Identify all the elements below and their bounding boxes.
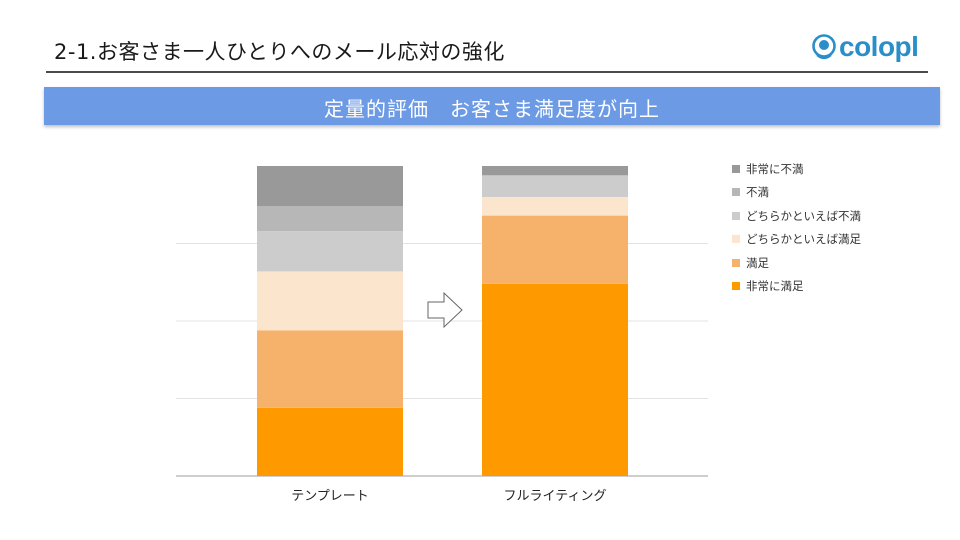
colopl-logo-icon: [812, 34, 836, 60]
bar-segment: [482, 166, 628, 176]
legend-item: 非常に不満: [732, 157, 861, 181]
x-tick-label: フルライティング: [504, 489, 607, 504]
legend-swatch: [732, 258, 740, 267]
legend-swatch: [732, 235, 740, 244]
bar-segment: [482, 215, 628, 284]
bar-segment: [257, 407, 403, 476]
legend-item: 満足: [732, 251, 861, 275]
legend-label: 非常に不満: [746, 161, 804, 176]
legend-swatch: [732, 188, 740, 197]
x-tick-label: テンプレート: [291, 489, 369, 504]
legend-swatch: [732, 211, 740, 220]
legend-item: 不満: [732, 181, 861, 205]
legend-item: 非常に満足: [732, 275, 861, 299]
bar-segment: [257, 166, 403, 207]
bar-segment: [257, 330, 403, 408]
bar-segment: [257, 231, 403, 272]
section-banner: 定量的評価 お客さま満足度が向上: [44, 87, 940, 125]
right-arrow-icon: [427, 291, 463, 329]
colopl-logo: colopl: [812, 30, 919, 64]
legend-label: 満足: [746, 255, 769, 270]
banner-text: 定量的評価 お客さま満足度が向上: [324, 97, 660, 121]
logo-wordmark: colopl: [839, 31, 919, 62]
title-divider: [46, 71, 928, 73]
slide-title: 2-1.お客さま一人ひとりへのメール応対の強化: [54, 40, 505, 64]
bar-segment: [257, 206, 403, 232]
legend-swatch: [732, 164, 740, 173]
bar-segment: [482, 175, 628, 197]
legend-swatch: [732, 282, 740, 291]
legend-item: どちらかといえば満足: [732, 228, 861, 252]
legend-label: 非常に満足: [746, 279, 804, 294]
bar-segment: [482, 283, 628, 476]
bar-segment: [257, 271, 403, 331]
bar-segment: [482, 197, 628, 216]
legend-label: 不満: [746, 185, 769, 200]
chart-legend: 非常に不満不満どちらかといえば不満 どちらかといえば満足 満足非常に満足: [732, 157, 861, 298]
legend-label: どちらかといえば満足: [746, 232, 861, 247]
legend-item: どちらかといえば不満: [732, 204, 861, 228]
legend-label: どちらかといえば不満: [746, 208, 861, 223]
